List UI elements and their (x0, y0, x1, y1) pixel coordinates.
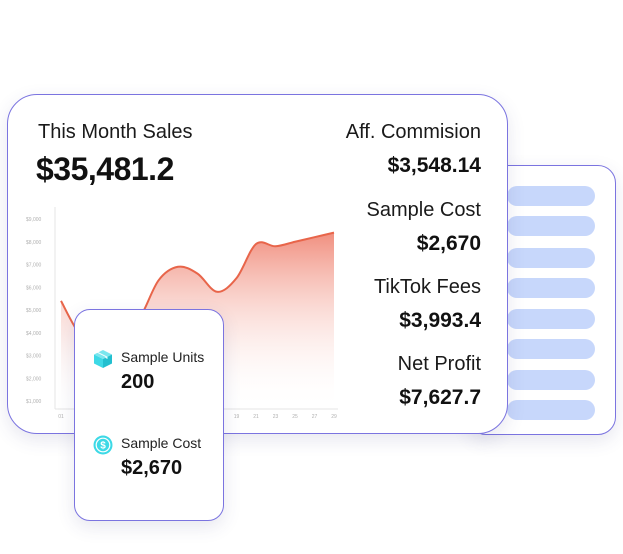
metric-value-tiktok-fees: $3,993.4 (399, 309, 481, 332)
box-icon (94, 350, 112, 368)
x-tick-label: 21 (253, 414, 259, 420)
x-tick-label: 01 (58, 414, 64, 420)
list-bar (507, 339, 595, 359)
list-bar (507, 400, 595, 420)
x-tick-label: 19 (234, 414, 240, 420)
x-tick-label: 25 (292, 414, 298, 420)
metric-value-sample-cost: $2,670 (416, 232, 481, 255)
metric-value-net-profit: $7,627.7 (399, 386, 481, 409)
list-bar (507, 216, 595, 236)
y-tick-label: $2,000 (26, 376, 42, 382)
list-bar (507, 186, 595, 206)
svg-text:$: $ (100, 441, 106, 452)
y-tick-label: $5,000 (26, 308, 42, 314)
metric-label-commission: Aff. Commision (345, 121, 481, 143)
y-tick-label: $9,000 (26, 217, 42, 223)
list-bar (507, 370, 595, 390)
y-tick-label: $3,000 (26, 354, 42, 360)
samples-card: Sample Units 200 $ Sample Cost $2,670 (74, 309, 224, 521)
x-tick-label: 23 (273, 414, 279, 420)
sales-amount: $35,481.2 (36, 151, 174, 187)
sales-title: This Month Sales (38, 121, 193, 143)
list-bar (507, 309, 595, 329)
sample-units-value: 200 (121, 371, 155, 393)
list-bar (507, 248, 595, 268)
metric-label-sample-cost: Sample Cost (366, 199, 482, 221)
list-bar (507, 278, 595, 298)
sample-cost-value: $2,670 (121, 457, 183, 479)
x-tick-label: 27 (312, 414, 318, 420)
y-tick-label: $7,000 (26, 263, 42, 269)
y-tick-label: $8,000 (26, 240, 42, 246)
y-tick-label: $4,000 (26, 331, 42, 337)
metric-label-net-profit: Net Profit (397, 353, 481, 375)
x-tick-label: 29 (331, 414, 337, 420)
sample-cost-label: Sample Cost (121, 435, 202, 451)
metric-value-commission: $3,548.14 (387, 154, 481, 177)
dollar-coin-icon: $ (93, 435, 113, 455)
background-list-card (468, 165, 616, 435)
sample-units-label: Sample Units (121, 349, 205, 365)
metric-label-tiktok-fees: TikTok Fees (373, 276, 481, 298)
y-tick-label: $1,000 (26, 399, 42, 405)
y-tick-label: $6,000 (26, 285, 42, 291)
